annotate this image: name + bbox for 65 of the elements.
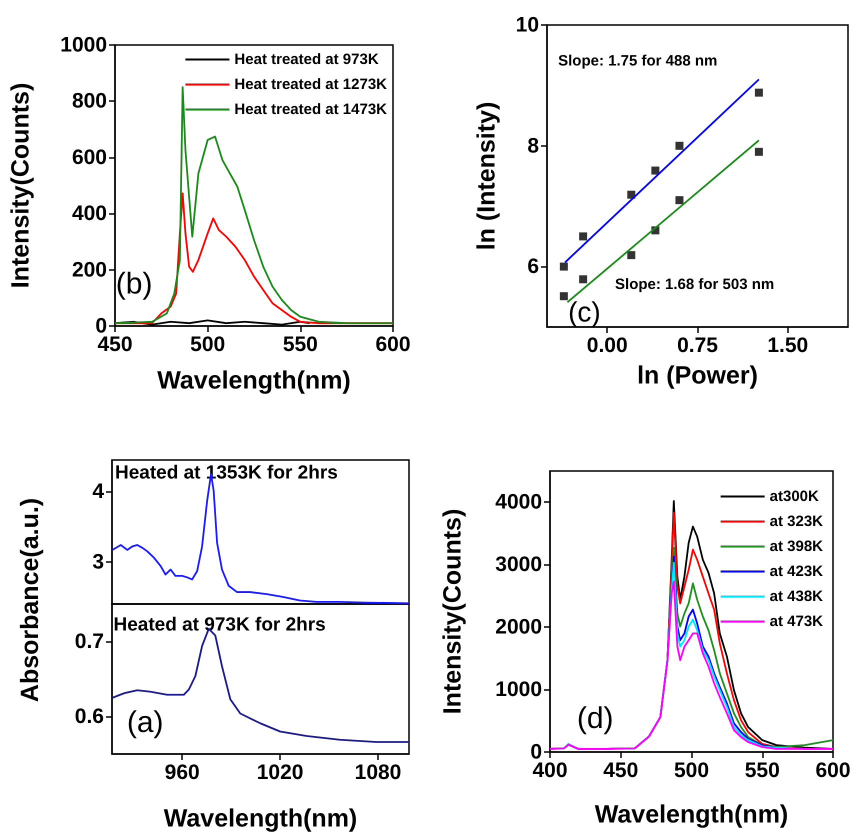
y-tick-label: 2000 [495, 616, 542, 639]
x-tick-label: 550 [744, 759, 780, 782]
y-tick-label: 10 [516, 14, 539, 36]
legend-label: at 398K [770, 538, 824, 555]
point [627, 251, 636, 260]
x-axis-title: ln (Power) [637, 362, 758, 390]
y-axis-title: ln (Intensity) [472, 102, 500, 250]
x-axis-title: Wavelength(nm) [157, 366, 351, 394]
y-tick-label: 4000 [495, 490, 542, 514]
y-tick-label: 1000 [495, 678, 542, 702]
y-axis-title: Intensity(Counts) [438, 508, 466, 714]
legend-label: Heat treated at 1273K [234, 76, 388, 93]
point [754, 88, 763, 97]
legend-label: at300K [770, 488, 819, 505]
x-tick-label: 1.50 [767, 334, 808, 357]
point [754, 148, 763, 156]
x-tick-label: 500 [674, 759, 710, 782]
legend-label: at 323K [770, 513, 824, 530]
legend-label: at 473K [770, 613, 824, 630]
annotation: (c) [568, 296, 601, 328]
point [579, 232, 588, 240]
y-tick-label: 800 [72, 90, 107, 113]
x-axis-title: Wavelength(nm) [594, 800, 788, 828]
x-tick-label: 0.00 [586, 334, 628, 357]
x-tick-label: 1020 [256, 761, 304, 784]
y-tick-label: 3000 [495, 553, 542, 576]
point [675, 142, 684, 150]
x-tick-label: 0.75 [677, 334, 718, 357]
annotation: Heated at 973K for 2hrs [113, 614, 326, 636]
x-axis-title: Wavelength(nm) [164, 804, 358, 832]
annotation: (d) [576, 702, 614, 735]
x-tick-label: 600 [815, 759, 851, 782]
annotation: Heated at 1353K for 2hrs [114, 462, 338, 484]
point [560, 292, 568, 300]
point [560, 262, 568, 271]
y-tick-label: 1000 [60, 34, 107, 56]
y-tick-label: 6 [527, 255, 539, 278]
x-tick-label: 450 [603, 759, 638, 782]
y-tick-label: 3 [92, 550, 104, 574]
y-tick-label: 0 [530, 740, 542, 764]
legend-label: at 423K [770, 563, 824, 580]
point [579, 275, 588, 284]
legend-label: Heat treated at 973K [234, 51, 379, 68]
point [651, 166, 660, 175]
y-tick-label: 200 [72, 258, 107, 282]
y-tick-label: 600 [72, 146, 107, 169]
annotation: Slope: 1.75 for 488 nm [558, 52, 718, 70]
annotation: (b) [116, 267, 152, 300]
point [675, 196, 684, 204]
y-axis-title: Absorbance(a.u.) [16, 498, 44, 702]
legend-label: at 438K [770, 588, 824, 605]
y-tick-label: 400 [72, 202, 107, 226]
y-axis-title: Intensity(Counts) [6, 82, 34, 288]
y-tick-label: 0.7 [74, 630, 104, 653]
x-tick-label: 960 [164, 761, 200, 784]
legend-label: Heat treated at 1473K [234, 101, 388, 118]
annotation: Slope: 1.68 for 503 nm [615, 276, 774, 294]
annotation: (a) [126, 706, 164, 739]
x-tick-label: 500 [190, 333, 226, 356]
x-tick-label: 600 [375, 333, 411, 356]
y-tick-label: 8 [527, 134, 540, 158]
x-tick-label: 1080 [354, 761, 402, 784]
x-tick-label: 550 [282, 333, 318, 356]
y-tick-label: 0.6 [74, 705, 104, 728]
y-tick-label: 4 [92, 480, 104, 504]
